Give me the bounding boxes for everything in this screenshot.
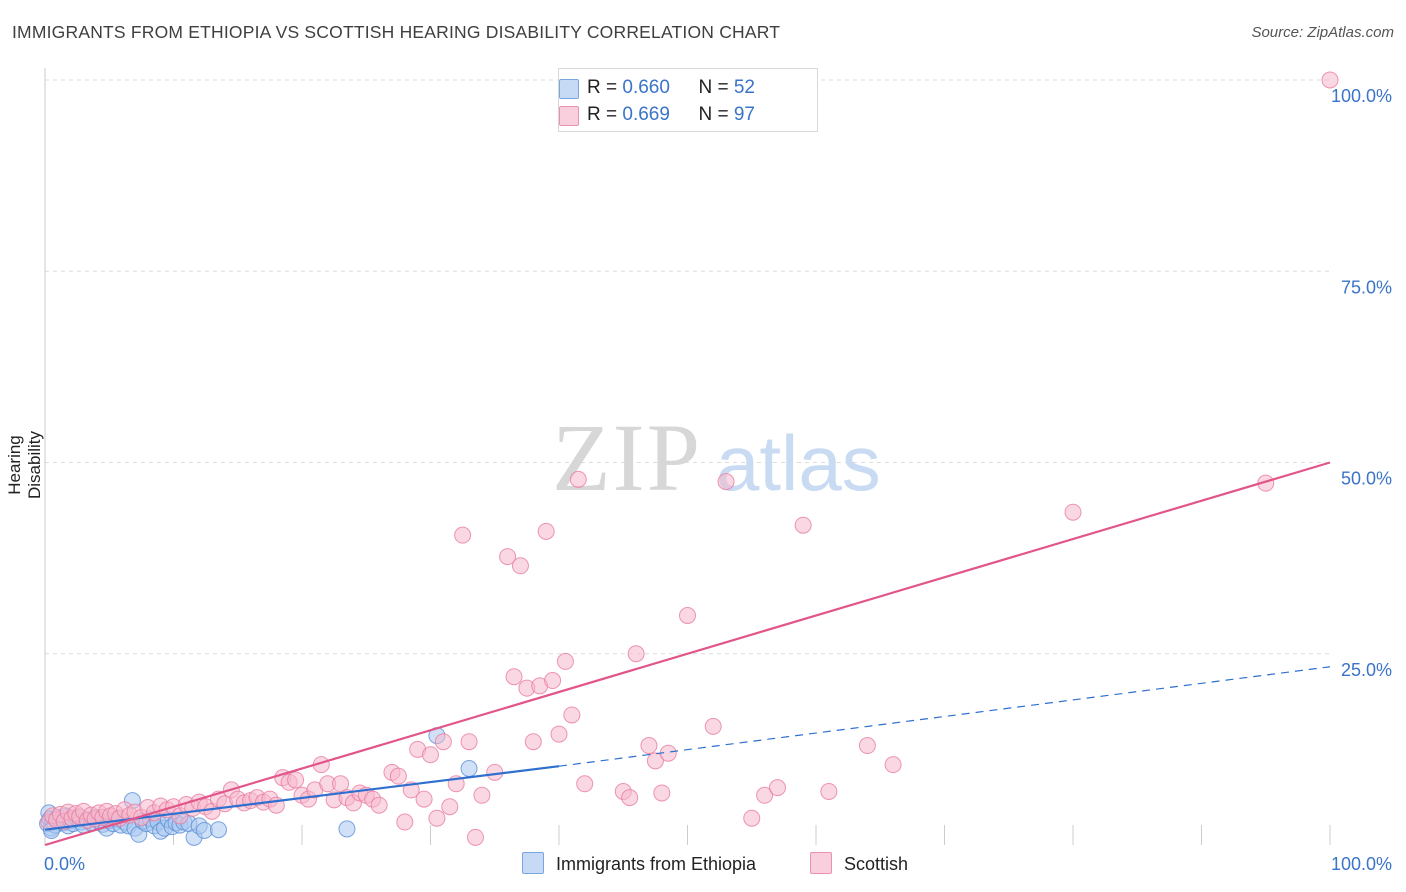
point-scottish [884, 756, 902, 774]
legend-row-ethiopia: R = 0.660 N = 52 [559, 77, 755, 99]
point-scottish [537, 522, 555, 540]
point-scottish [704, 717, 722, 735]
legend-r-label: R = [587, 104, 623, 125]
chart-source: Source: ZipAtlas.com [1251, 24, 1394, 41]
point-scottish [768, 779, 786, 797]
point-scottish [428, 809, 446, 827]
point-scottish [820, 782, 838, 800]
point-scottish [646, 752, 664, 770]
trend-line-ethiopia-extension [558, 666, 1331, 767]
point-scottish [717, 473, 735, 491]
point-scottish [473, 786, 491, 804]
trend-lines [44, 461, 1331, 847]
point-scottish [511, 557, 529, 575]
bottom-legend-label-ethiopia: Immigrants from Ethiopia [556, 854, 757, 874]
point-scottish [486, 763, 504, 781]
legend-swatch-scottish [559, 106, 579, 126]
bottom-legend-label-scottish: Scottish [844, 854, 909, 874]
y-tick-label: 50.0% [1341, 469, 1392, 489]
y-axis-title: Hearing Disability [5, 430, 44, 500]
point-scottish [422, 746, 439, 764]
legend-n-label: N = [698, 77, 734, 98]
watermark: ZIP atlas [552, 404, 881, 511]
point-scottish [466, 828, 484, 846]
points-layer [39, 71, 1339, 846]
point-ethiopia [209, 821, 227, 839]
point-scottish [544, 672, 562, 690]
y-tick-label: 75.0% [1341, 277, 1392, 297]
trend-line-scottish [44, 461, 1331, 847]
watermark-atlas: atlas [716, 419, 881, 507]
bottom-legend-ethiopia: Immigrants from Ethiopia [522, 852, 756, 875]
legend-n-value: 97 [733, 104, 755, 125]
point-scottish [679, 607, 696, 624]
point-scottish [621, 789, 639, 807]
point-scottish [434, 733, 452, 751]
bottom-legend-swatch-scottish [810, 852, 832, 874]
watermark-zip: ZIP [552, 404, 702, 511]
point-scottish [563, 706, 581, 724]
point-scottish [389, 767, 407, 785]
point-scottish [460, 733, 478, 751]
point-scottish [556, 652, 574, 670]
y-tick-label: 25.0% [1341, 660, 1392, 680]
x-tick-label: 0.0% [44, 854, 85, 874]
point-scottish [569, 470, 587, 488]
point-ethiopia [338, 820, 356, 838]
tick-labels: 25.0% 50.0% 75.0% 100.0% 0.0% 100.0% [44, 86, 1392, 874]
point-scottish [576, 775, 594, 793]
point-scottish [370, 796, 388, 814]
point-scottish [1064, 503, 1082, 521]
bottom-legend-swatch-ethiopia [522, 852, 544, 874]
legend-swatch-ethiopia [559, 79, 579, 99]
point-scottish [756, 786, 774, 804]
point-scottish [858, 737, 876, 755]
point-scottish [505, 668, 523, 686]
legend-n-value: 52 [733, 77, 755, 98]
point-scottish [415, 790, 433, 808]
point-scottish [441, 798, 459, 816]
legend: R = 0.660 N = 52 R = 0.669 N = 97 [558, 68, 818, 132]
point-scottish [287, 771, 305, 789]
axes [44, 68, 1331, 845]
chart-title: IMMIGRANTS FROM ETHIOPIA VS SCOTTISH HEA… [12, 22, 781, 42]
grid [45, 79, 1330, 655]
point-ethiopia [195, 821, 213, 839]
legend-r-label: R = [587, 77, 623, 98]
y-tick-label: 100.0% [1331, 86, 1392, 106]
point-scottish [499, 548, 517, 566]
point-scottish [550, 725, 568, 743]
point-scottish [653, 784, 671, 802]
point-scottish [524, 733, 542, 751]
point-scottish [332, 775, 350, 793]
point-scottish [396, 813, 414, 831]
bottom-legend-scottish: Scottish [810, 852, 908, 875]
point-scottish [454, 526, 472, 544]
point-ethiopia [460, 760, 478, 777]
legend-n-label: N = [698, 104, 734, 125]
point-scottish [627, 645, 645, 663]
legend-r-value: 0.660 [622, 77, 670, 98]
point-scottish [640, 737, 658, 755]
legend-r-value: 0.669 [622, 104, 670, 125]
point-scottish [794, 516, 812, 534]
x-tick-label: 100.0% [1331, 854, 1392, 874]
point-scottish [1321, 71, 1339, 89]
legend-row-scottish: R = 0.669 N = 97 [559, 104, 755, 126]
point-scottish [743, 809, 761, 827]
